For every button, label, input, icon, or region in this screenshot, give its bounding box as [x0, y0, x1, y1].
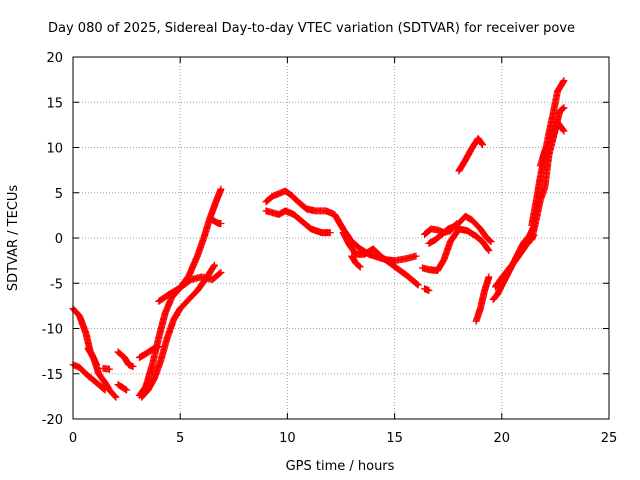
data-point-markers: [155, 268, 225, 305]
x-axis-title: GPS time / hours: [286, 459, 395, 474]
y-tick-label: 0: [55, 232, 63, 247]
tick-labels: 0 5 10 15 20 25 -20 -15 -10 -5 0 5 10 15 20: [42, 51, 618, 446]
data-point-markers: [114, 348, 137, 371]
y-tick-label: 10: [46, 142, 63, 157]
y-axis-title: SDTVAR / TECUs: [6, 185, 21, 292]
plot-frame: [72, 56, 610, 420]
series-s21: [472, 273, 493, 325]
series-s26: [536, 118, 568, 170]
data-point-markers: [262, 207, 334, 237]
x-tick-label: 15: [386, 431, 403, 446]
y-tick-label: 20: [46, 51, 63, 66]
series-s6: [114, 381, 131, 394]
y-tick-label: -5: [50, 277, 63, 292]
data-point-markers: [419, 225, 493, 275]
y-tick-label: -20: [42, 413, 63, 428]
x-tick-label: 5: [176, 431, 184, 446]
data-point-markers: [208, 216, 225, 228]
series-s5: [114, 348, 137, 371]
y-tick-label: 15: [46, 96, 63, 111]
x-tick-label: 10: [279, 431, 296, 446]
chart-title: Day 080 of 2025, Sidereal Day-to-day VTE…: [48, 21, 575, 36]
series-s11: [208, 216, 225, 228]
series-s13: [262, 207, 334, 237]
series-s10: [155, 268, 225, 305]
data-point-markers: [536, 118, 568, 170]
data-point-markers: [421, 285, 433, 294]
data-point-markers: [84, 344, 101, 369]
data-point-markers: [339, 229, 422, 289]
series-s17: [419, 225, 493, 275]
y-tick-label: -10: [42, 323, 63, 338]
data-point-markers: [348, 252, 364, 271]
series-s19: [421, 220, 461, 238]
series-s4: [99, 364, 113, 373]
x-tick-label: 25: [601, 431, 618, 446]
series-s9: [136, 343, 163, 361]
series-s15: [348, 252, 364, 271]
x-tick-label: 0: [69, 431, 77, 446]
data-point-markers: [99, 364, 113, 373]
series-s3: [84, 344, 101, 369]
y-tick-label: 5: [55, 187, 63, 202]
series-s14: [339, 229, 422, 289]
data-point-markers: [136, 343, 163, 361]
grid: [73, 57, 609, 419]
data-point-markers: [421, 220, 461, 238]
data-point-markers: [472, 273, 493, 325]
data-points: [69, 77, 568, 401]
x-tick-label: 20: [494, 431, 511, 446]
data-point-markers: [455, 134, 487, 175]
series-s16: [421, 285, 433, 294]
y-tick-label: -15: [42, 368, 63, 383]
series-s20: [455, 134, 487, 175]
data-point-markers: [114, 381, 131, 394]
